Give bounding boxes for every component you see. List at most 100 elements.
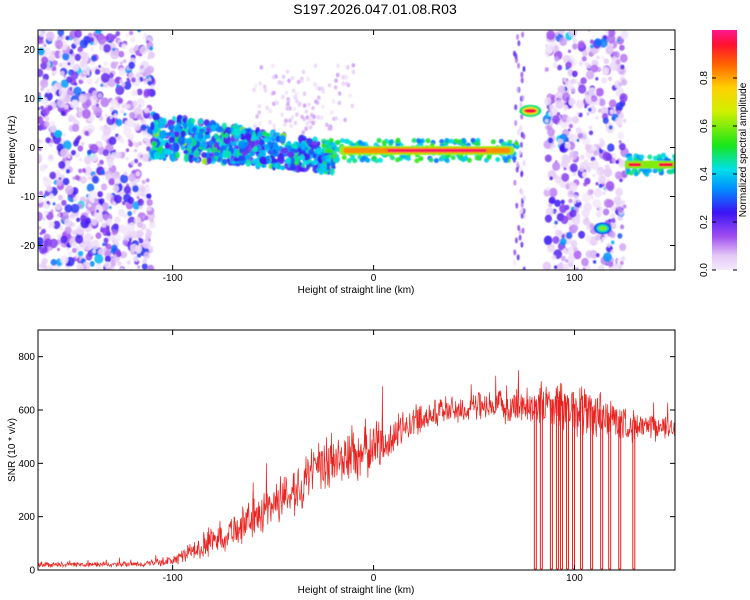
- spectrogram-cell: [603, 58, 609, 65]
- spectrogram-cell: [110, 244, 118, 253]
- spectrogram-cell: [99, 125, 105, 131]
- spectrogram-cell: [170, 154, 175, 162]
- spectrogram-cell: [346, 65, 350, 70]
- spectrogram-cell: [252, 131, 256, 138]
- spectrogram-cell: [576, 199, 581, 203]
- spectrogram-cell: [290, 157, 295, 164]
- spectrogram-cell: [285, 157, 291, 164]
- spectrogram-cell: [335, 156, 340, 162]
- spectrogram-cell: [519, 125, 523, 132]
- spectrogram-cell: [296, 79, 301, 85]
- snr-panel: -100 0 100 0 200 400 600 800 Height of straigh…: [7, 329, 676, 596]
- spectrogram-cell: [578, 84, 587, 94]
- spectrogram-cell: [39, 78, 49, 88]
- spectrogram-cell: [554, 31, 559, 37]
- spectrogram-cell: [351, 63, 356, 68]
- spectrogram-cell: [411, 138, 417, 143]
- spectrogram-cell: [169, 125, 174, 130]
- spectrogram-cell: [639, 154, 645, 160]
- spectrogram-cell: [313, 82, 317, 87]
- spectrogram-cell: [617, 159, 626, 168]
- spectrogram-cell: [113, 194, 122, 204]
- spectrogram-cell: [580, 77, 587, 85]
- snr-x-label: Height of straight line (km): [298, 585, 415, 596]
- spectrogram-cell: [572, 216, 581, 226]
- spectrogram-cell: [103, 213, 109, 220]
- spectrogram-cell: [439, 139, 445, 144]
- spectrogram-cell: [351, 69, 356, 75]
- spectrogram-cell: [594, 38, 602, 47]
- spectrogram-cell: [79, 158, 82, 162]
- spectrogram-cell: [301, 69, 306, 75]
- spectrogram-cell: [248, 140, 255, 148]
- spectrogram-cell: [304, 109, 309, 114]
- spectrogram-band-center: [321, 137, 520, 164]
- spectrogram-cell: [200, 141, 208, 149]
- spectrogram-cell: [38, 211, 43, 222]
- spectrogram-cell: [440, 154, 446, 160]
- spectrogram-cell: [520, 170, 524, 177]
- spectrogram-cell: [148, 221, 156, 229]
- spectrogram-cell: [245, 145, 251, 154]
- spectrogram-cell: [628, 170, 634, 176]
- spectrogram-cell: [49, 171, 57, 180]
- spectrogram-cell: [568, 134, 577, 144]
- spectrogram-cell: [568, 198, 573, 204]
- spectrogram-cell: [257, 131, 263, 138]
- spectrogram-cell: [79, 39, 88, 49]
- spectrogram-cell: [95, 103, 99, 107]
- spectrogram-cell: [102, 242, 106, 247]
- spectrogram-cell: [104, 261, 111, 269]
- spectrogram-cell: [514, 237, 518, 244]
- spectrogram-cell: [132, 209, 137, 214]
- spectrogram-blob-core: [524, 108, 537, 113]
- spectrogram-cell: [241, 151, 248, 156]
- spectrogram-cell: [97, 162, 101, 167]
- spectrogram-cell: [72, 176, 76, 180]
- colorbar: 0.0 0.2 0.4 0.6 0.8 Normalized spectral ampl…: [699, 30, 749, 277]
- spectrogram-cell: [116, 84, 120, 88]
- spectrogram-cell: [122, 239, 129, 246]
- spectrogram-cell: [38, 147, 42, 151]
- spectrogram-cell: [131, 89, 138, 97]
- spectrogram-cell: [80, 214, 87, 223]
- spectrogram-cell: [84, 166, 93, 176]
- spectrogram-cell: [348, 93, 352, 99]
- spectrogram-cell: [617, 206, 623, 213]
- x-tick-label: 100: [566, 573, 583, 584]
- spectrogram-cell: [620, 64, 625, 70]
- spectrogram-cell: [330, 110, 334, 115]
- spectrogram-cell: [223, 135, 231, 145]
- spectrogram-cell: [136, 113, 142, 120]
- spectrogram-cell: [254, 139, 261, 145]
- spectrogram-cell: [52, 60, 58, 66]
- spectrogram-cell: [123, 185, 132, 194]
- spectrogram-cell: [94, 80, 99, 85]
- spectrogram-cell: [174, 131, 180, 138]
- spectrogram-cell: [39, 262, 46, 269]
- x-tick-label: 0: [371, 573, 377, 584]
- spectrogram-cell: [44, 116, 50, 121]
- spectrogram-cell: [381, 140, 387, 146]
- spectrogram-cell: [293, 120, 298, 126]
- spectrogram-cell: [38, 47, 45, 56]
- spectrogram-cell: [361, 155, 367, 161]
- spectrogram-cell: [608, 125, 613, 130]
- spectrogram-cell: [163, 148, 172, 155]
- spectrogram-cell: [584, 144, 591, 151]
- spectrogram-cell: [543, 235, 553, 246]
- spectrogram-cell: [585, 217, 590, 222]
- spectrogram-cell: [341, 155, 347, 160]
- spectrogram-cell: [288, 118, 292, 123]
- spectrogram-cell: [77, 250, 84, 257]
- spectrogram-cell: [554, 56, 560, 62]
- spectrogram-cell: [177, 136, 186, 146]
- spectrogram-cell: [311, 105, 315, 111]
- spectrogram-cell: [613, 196, 622, 205]
- spectrogram-cell: [75, 246, 80, 251]
- spectrogram-cell: [281, 74, 286, 80]
- spectrogram-cell: [146, 205, 152, 212]
- spectrogram-cell: [345, 139, 351, 144]
- spectrogram-cell: [90, 239, 100, 250]
- spectrogram-cell: [128, 222, 136, 231]
